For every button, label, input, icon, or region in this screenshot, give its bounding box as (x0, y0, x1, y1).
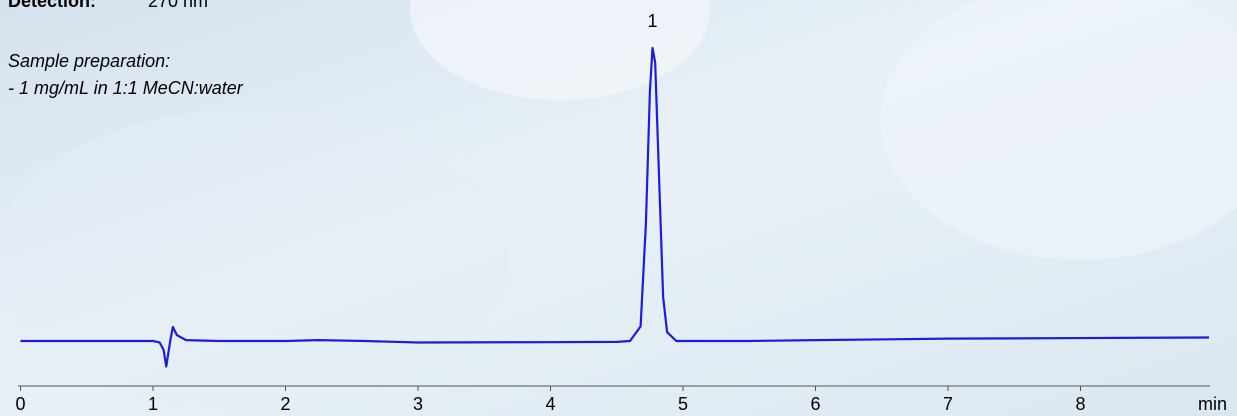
background-shape (880, 0, 1237, 260)
x-tick-label: 3 (413, 394, 423, 414)
x-axis-label: min (1198, 394, 1227, 414)
x-tick-label: 5 (678, 394, 688, 414)
detection-value: 270 nm (148, 0, 208, 11)
note: Sample preparation: (8, 51, 170, 71)
x-tick-label: 2 (280, 394, 290, 414)
trace (20, 46, 1210, 368)
x-tick-label: 8 (1075, 394, 1085, 414)
background-shape (410, 0, 710, 100)
note: - 1 mg/mL in 1:1 MeCN:water (8, 78, 244, 98)
background-shape (0, 110, 510, 410)
x-tick-label: 7 (943, 394, 953, 414)
x-tick-label: 1 (148, 394, 158, 414)
peak-label: 1 (648, 11, 658, 31)
x-tick-label: 0 (15, 394, 25, 414)
x-tick-label: 6 (810, 394, 820, 414)
x-tick-label: 4 (545, 394, 555, 414)
detection-label: Detection: (8, 0, 96, 11)
